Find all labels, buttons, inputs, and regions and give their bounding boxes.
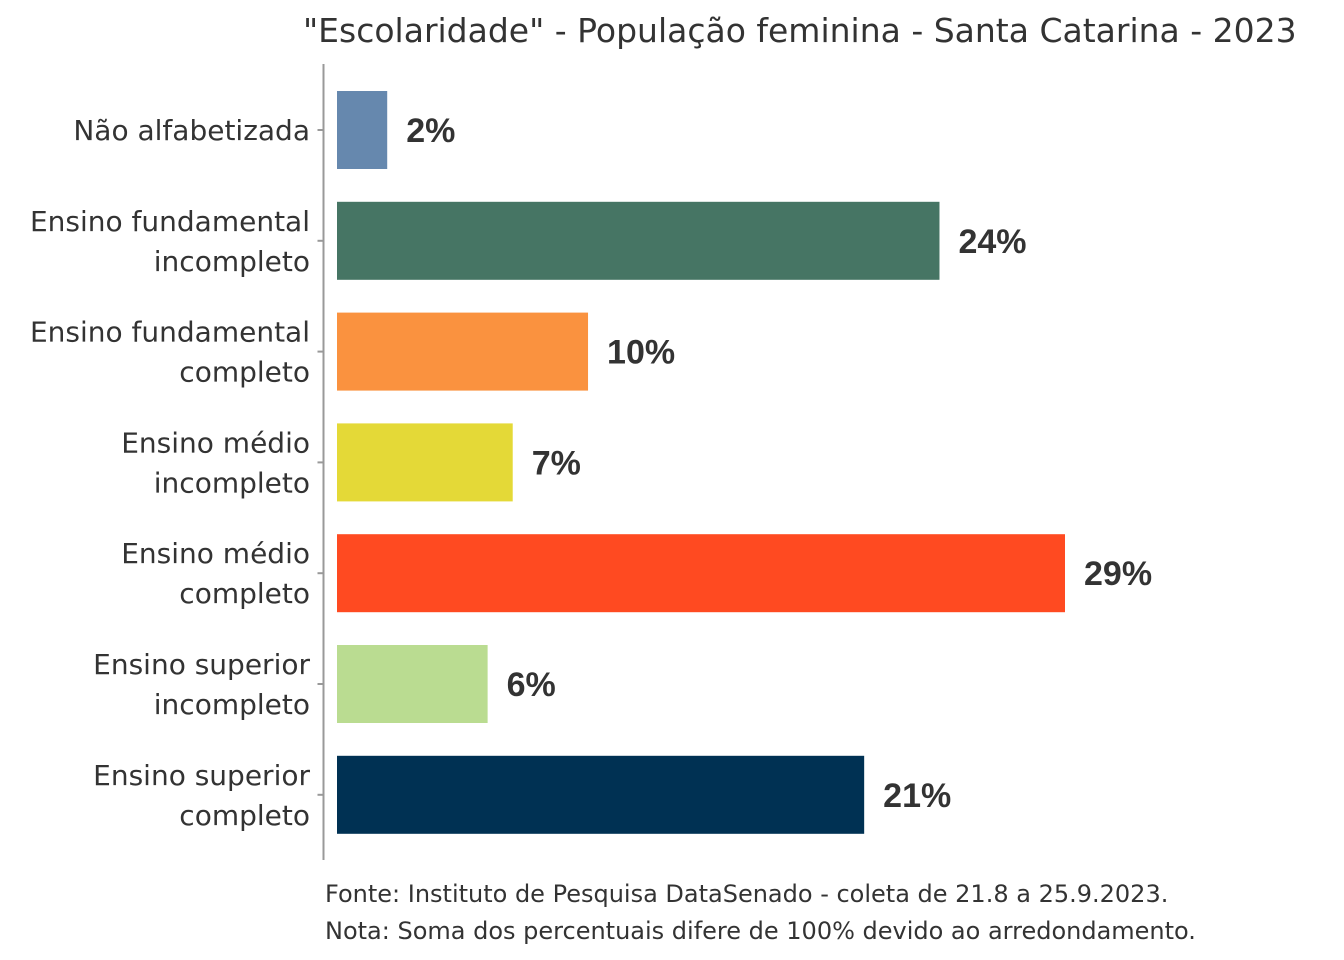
bar — [337, 755, 865, 834]
bar — [337, 645, 488, 723]
data-label: 21% — [883, 777, 951, 815]
data-label: 7% — [532, 444, 581, 482]
data-label: 6% — [507, 666, 556, 704]
category-label: Ensino superior incompleto — [93, 648, 310, 721]
data-label: 2% — [406, 112, 455, 150]
data-label: 10% — [607, 334, 675, 372]
category-label: Não alfabetizada — [73, 114, 310, 147]
category-label: Ensino superior completo — [93, 759, 310, 832]
bar — [337, 423, 513, 502]
bar — [337, 534, 1065, 613]
bar — [337, 91, 388, 169]
category-label: Ensino fundamental incompleto — [30, 205, 310, 278]
category-label: Ensino médio incompleto — [121, 426, 310, 499]
bar — [337, 201, 940, 280]
rounding-note: Nota: Soma dos percentuais difere de 100… — [325, 917, 1196, 945]
bar — [337, 312, 589, 391]
chart-title: "Escolaridade" - População feminina - Sa… — [303, 11, 1297, 50]
data-label: 24% — [958, 223, 1026, 261]
data-label: 29% — [1084, 555, 1152, 593]
category-label: Ensino fundamental completo — [30, 316, 310, 389]
category-label: Ensino médio completo — [121, 537, 310, 610]
source-note: Fonte: Instituto de Pesquisa DataSenado … — [325, 880, 1168, 908]
